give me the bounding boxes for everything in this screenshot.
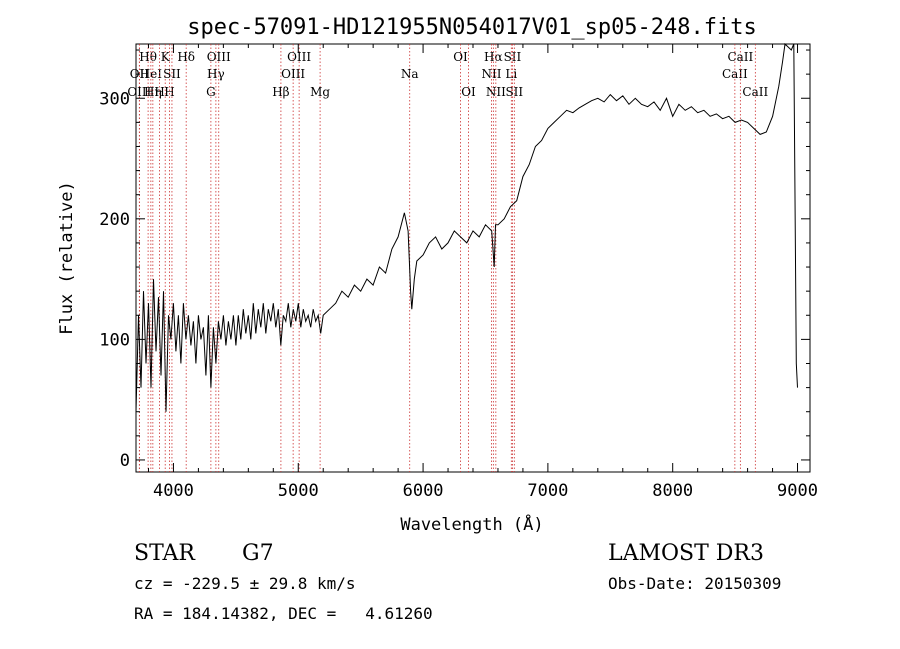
- y-tick-label: 100: [99, 330, 130, 350]
- x-axis: 4000 5000 6000 7000 8000 9000: [147, 44, 818, 501]
- flux-series-line: [135, 42, 798, 412]
- coordinates: RA = 184.14382, DEC = 4.61260: [134, 604, 433, 623]
- subclass: G7: [242, 541, 274, 566]
- line-marker-label: NII: [481, 67, 501, 81]
- line-marker-label: Hα: [484, 50, 503, 64]
- line-marker-label: OI: [461, 85, 476, 99]
- y-tick-label: 0: [120, 451, 130, 471]
- object-class: STAR: [134, 541, 196, 566]
- line-marker-label: K: [161, 50, 171, 64]
- spectral-line-markers: HθOIIOIIIHeIHηHKHSIIHδGHγOIIIHβOIIIOIIIM…: [127, 44, 768, 472]
- x-tick-label: 8000: [652, 481, 693, 501]
- y-axis-label: Flux (relative): [57, 181, 77, 335]
- x-tick-label: 6000: [403, 481, 444, 501]
- line-marker-label: CaII: [722, 67, 748, 81]
- y-axis: 0 100 200 300: [99, 49, 810, 471]
- line-marker-label: OIII: [127, 85, 151, 99]
- line-marker-label: Na: [401, 67, 419, 81]
- line-marker-label: SII: [504, 50, 522, 64]
- x-axis-label: Wavelength (Å): [400, 513, 543, 535]
- survey-name: LAMOST DR3: [608, 541, 764, 566]
- line-marker-label: Hη: [144, 85, 162, 99]
- observation-date: Obs-Date: 20150309: [608, 574, 781, 593]
- line-marker-label: NII: [486, 85, 506, 99]
- line-marker-label: CaII: [742, 85, 768, 99]
- line-marker-label: SII: [163, 67, 181, 81]
- x-tick-label: 7000: [527, 481, 568, 501]
- redshift-velocity: cz = -229.5 ± 29.8 km/s: [134, 574, 356, 593]
- y-tick-label: 300: [99, 89, 130, 109]
- line-marker-label: CaII: [727, 50, 753, 64]
- line-marker-label: OIII: [281, 67, 305, 81]
- line-marker-label: Hδ: [177, 50, 195, 64]
- chart-title: spec-57091-HD121955N054017V01_sp05-248.f…: [187, 15, 757, 40]
- line-marker-label: G: [206, 85, 216, 99]
- line-marker-label: OIII: [287, 50, 311, 64]
- line-marker-label: Hγ: [207, 67, 225, 81]
- x-tick-label: 9000: [777, 481, 818, 501]
- line-marker-label: Mg: [310, 85, 330, 99]
- line-marker-label: OI: [453, 50, 468, 64]
- line-marker-label: Hθ: [139, 50, 157, 64]
- y-tick-label: 200: [99, 210, 130, 230]
- line-marker-label: H: [154, 85, 164, 99]
- line-marker-label: Hβ: [272, 85, 289, 99]
- x-tick-label: 4000: [153, 481, 194, 501]
- line-marker-label: H: [164, 85, 174, 99]
- plot-frame: [135, 43, 811, 473]
- x-tick-label: 5000: [278, 481, 319, 501]
- line-marker-label: Li: [505, 67, 517, 81]
- line-marker-label: OIII: [207, 50, 231, 64]
- line-marker-label: SII: [505, 85, 523, 99]
- line-marker-label: HeI: [140, 67, 163, 81]
